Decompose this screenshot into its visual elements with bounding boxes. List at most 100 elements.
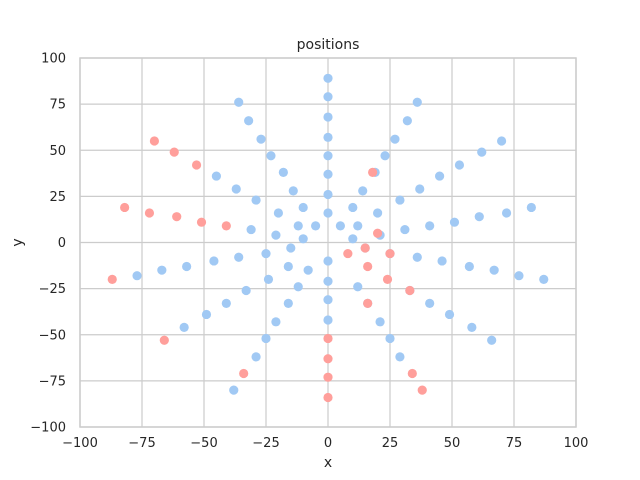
data-point — [353, 221, 363, 231]
data-point — [239, 368, 249, 379]
data-point — [385, 248, 395, 259]
data-point — [221, 221, 231, 231]
y-tick-label: −25 — [39, 282, 66, 297]
data-point — [449, 217, 460, 227]
data-point — [323, 333, 333, 344]
data-point — [221, 298, 231, 308]
data-point — [288, 186, 298, 196]
data-point — [283, 261, 293, 272]
x-tick-label: 25 — [382, 436, 399, 451]
data-point — [323, 92, 333, 102]
data-point — [395, 195, 405, 205]
x-tick-label: −100 — [62, 436, 98, 451]
data-point — [303, 265, 313, 275]
data-point — [323, 189, 333, 200]
x-tick-label: 75 — [506, 436, 523, 451]
y-tick-label: 50 — [49, 144, 66, 159]
data-point — [234, 97, 244, 107]
data-point — [132, 271, 142, 281]
data-point — [358, 186, 368, 196]
data-point — [400, 224, 410, 235]
data-point — [477, 147, 487, 157]
data-point — [263, 274, 274, 284]
x-tick-label: −50 — [190, 436, 217, 451]
data-point — [380, 151, 390, 161]
data-point — [191, 160, 202, 170]
data-point — [298, 234, 308, 244]
data-point — [323, 256, 333, 266]
y-axis-label: y — [10, 238, 26, 246]
data-point — [293, 282, 303, 292]
y-tick-label: 100 — [41, 52, 66, 67]
data-point — [348, 202, 358, 213]
data-point — [335, 221, 345, 231]
data-point — [402, 116, 412, 126]
data-point — [261, 248, 271, 259]
data-point — [382, 274, 393, 284]
data-point — [375, 317, 385, 327]
data-point — [144, 208, 155, 218]
data-point — [360, 243, 370, 253]
data-point — [323, 354, 333, 364]
data-point — [464, 261, 474, 272]
data-point — [487, 335, 497, 345]
x-tick-label: 50 — [444, 436, 461, 451]
data-point — [489, 265, 499, 275]
data-point — [323, 315, 333, 325]
data-point — [149, 136, 159, 146]
x-tick-label: −25 — [252, 436, 279, 451]
data-point — [246, 224, 256, 235]
data-point — [298, 202, 308, 213]
data-point — [251, 195, 261, 205]
data-point — [323, 132, 333, 142]
x-tick-label: 0 — [324, 436, 332, 451]
data-point — [444, 309, 455, 320]
data-point — [390, 134, 400, 144]
data-point — [467, 322, 477, 332]
data-point — [261, 333, 271, 344]
data-point — [385, 333, 395, 344]
y-tick-label: −75 — [39, 374, 66, 389]
data-point — [273, 208, 283, 218]
data-point — [363, 298, 373, 308]
data-point — [241, 285, 251, 296]
data-point — [353, 282, 363, 292]
data-point — [251, 352, 261, 362]
data-point — [412, 97, 422, 107]
data-point — [286, 243, 296, 253]
data-point — [266, 151, 276, 161]
data-point — [157, 265, 167, 275]
data-point — [373, 228, 383, 238]
data-point — [256, 134, 266, 144]
y-tick-label: −100 — [30, 421, 66, 436]
data-point — [244, 116, 254, 126]
data-points — [107, 73, 549, 403]
y-tick-label: 0 — [58, 236, 66, 251]
data-point — [209, 256, 219, 266]
data-point — [234, 252, 244, 262]
data-point — [323, 392, 333, 403]
y-tick-label: 25 — [49, 190, 66, 205]
data-point — [405, 285, 415, 296]
y-tick-label: 75 — [49, 98, 66, 113]
data-point — [323, 169, 333, 179]
data-point — [368, 167, 378, 177]
data-point — [159, 335, 169, 345]
data-point — [526, 202, 536, 213]
data-point — [271, 230, 281, 240]
data-point — [323, 112, 333, 122]
data-point — [323, 151, 333, 161]
data-point — [343, 248, 353, 259]
data-point — [323, 276, 333, 286]
data-point — [179, 322, 189, 332]
data-point — [311, 221, 321, 231]
data-point — [107, 274, 117, 284]
data-point — [211, 171, 221, 181]
data-point — [454, 160, 465, 170]
data-point — [415, 184, 425, 194]
data-point — [323, 208, 333, 218]
plot-frame — [79, 57, 577, 428]
data-point — [425, 298, 435, 308]
y-tick-labels: −100 −75 −50 −25 0 25 50 75 100 — [30, 52, 66, 436]
